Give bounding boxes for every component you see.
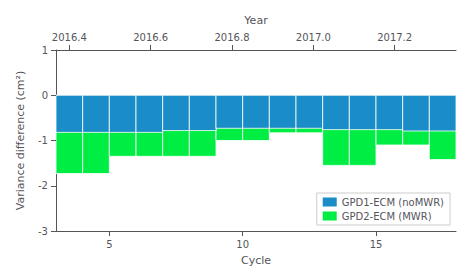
svg-text:-1: -1	[38, 135, 48, 146]
svg-text:GPD2-ECM (MWR): GPD2-ECM (MWR)	[342, 211, 432, 222]
svg-text:2017.0: 2017.0	[296, 32, 331, 43]
svg-text:-2: -2	[38, 180, 48, 191]
svg-text:1: 1	[42, 45, 48, 56]
svg-text:-3: -3	[38, 226, 48, 237]
svg-text:2016.6: 2016.6	[133, 32, 168, 43]
svg-text:Year: Year	[243, 14, 268, 27]
svg-text:10: 10	[236, 239, 249, 250]
svg-text:2016.4: 2016.4	[52, 32, 87, 43]
svg-text:Variance difference (cm²): Variance difference (cm²)	[14, 71, 27, 211]
svg-text:GPD1-ECM (noMWR): GPD1-ECM (noMWR)	[342, 197, 444, 208]
svg-text:Cycle: Cycle	[241, 254, 271, 267]
svg-text:0: 0	[42, 90, 48, 101]
svg-text:5: 5	[106, 239, 112, 250]
svg-text:2017.2: 2017.2	[377, 32, 412, 43]
svg-text:2016.8: 2016.8	[215, 32, 250, 43]
svg-text:15: 15	[370, 239, 383, 250]
